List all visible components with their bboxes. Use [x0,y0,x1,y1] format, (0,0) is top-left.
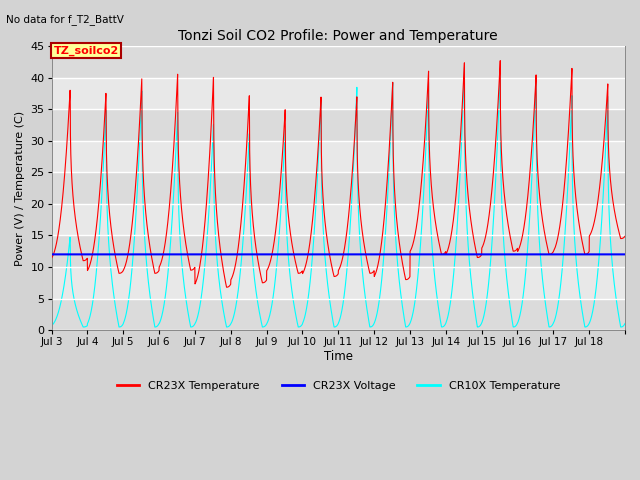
Bar [52,46,625,78]
Legend: CR23X Temperature, CR23X Voltage, CR10X Temperature: CR23X Temperature, CR23X Voltage, CR10X … [112,377,564,396]
Y-axis label: Power (V) / Temperature (C): Power (V) / Temperature (C) [15,110,25,265]
Bar [52,172,625,204]
Bar [52,299,625,330]
Title: Tonzi Soil CO2 Profile: Power and Temperature: Tonzi Soil CO2 Profile: Power and Temper… [179,29,498,43]
Text: TZ_soilco2: TZ_soilco2 [53,46,118,56]
Bar [52,235,625,267]
Bar [52,109,625,141]
X-axis label: Time: Time [324,350,353,363]
Text: No data for f_T2_BattV: No data for f_T2_BattV [6,14,124,25]
